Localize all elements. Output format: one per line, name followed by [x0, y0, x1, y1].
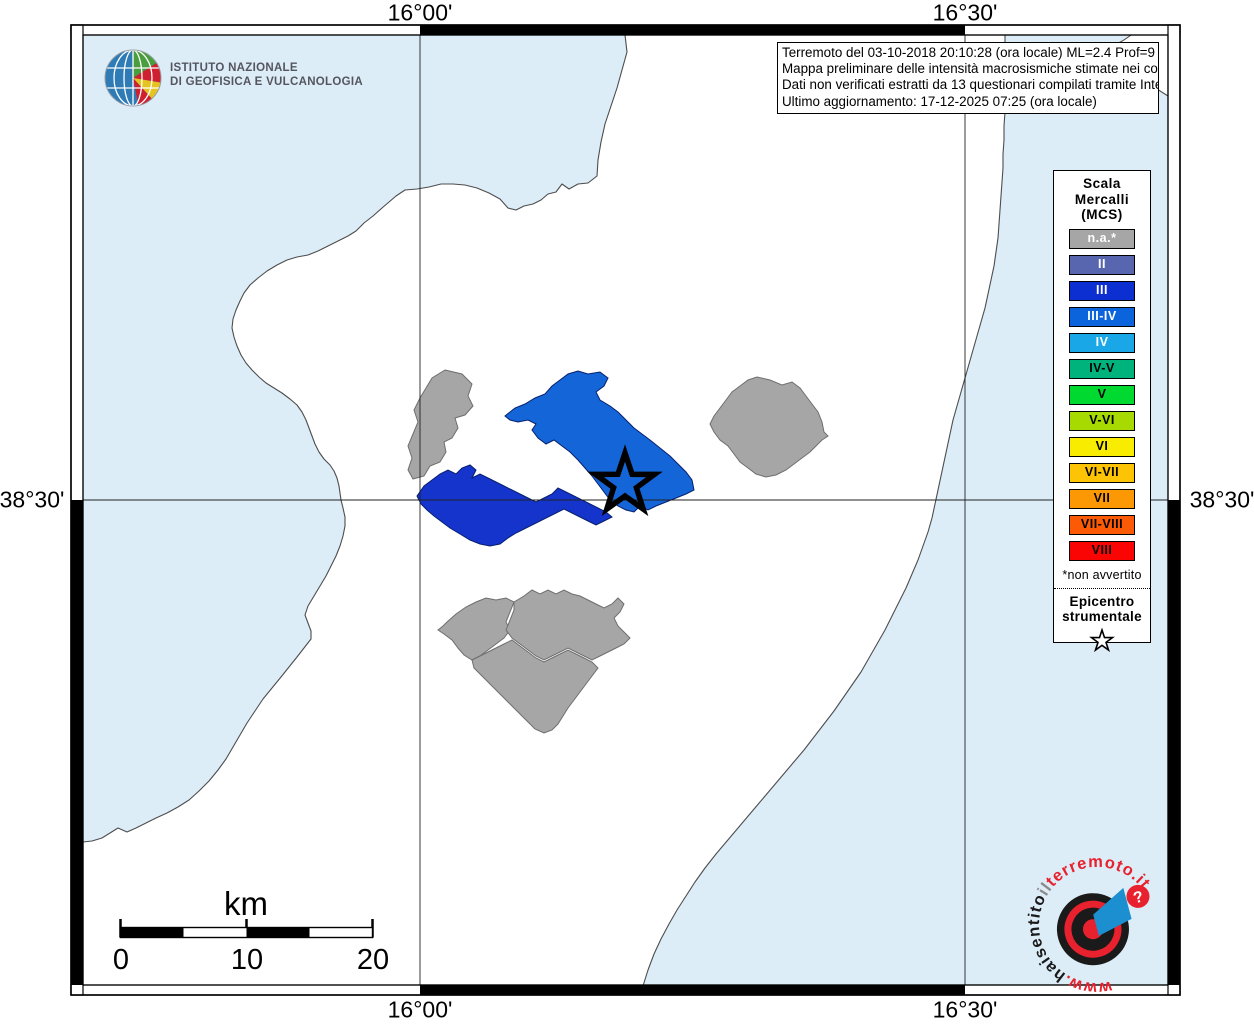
- axis-label-lon-1600-bottom: 16°00': [387, 996, 453, 1023]
- scalebar-graphic: [119, 919, 374, 939]
- legend-item-iv-v: IV-V: [1069, 359, 1135, 379]
- legend-footnote: *non avvertito: [1062, 567, 1142, 582]
- frame-black-left: [71, 500, 83, 985]
- axis-label-lon-1630-top: 16°30': [932, 0, 998, 26]
- axis-label-lon-1600-top: 16°00': [387, 0, 453, 26]
- info-line-updated: Ultimo aggiornamento: 17-12-2025 07:25 (…: [782, 93, 1097, 109]
- legend-item-na: n.a.*: [1069, 229, 1135, 249]
- municipality-na-south-c: [471, 639, 599, 734]
- scalebar-label-20: 20: [356, 944, 390, 976]
- municipality-intensity-iii: [416, 464, 613, 547]
- scalebar-label-0: 0: [112, 944, 130, 976]
- legend-item-v: V: [1069, 385, 1135, 405]
- mercalli-legend: Scala Mercalli (MCS) n.a.* II III III-IV…: [1053, 170, 1151, 652]
- legend-divider: [1054, 587, 1150, 589]
- logo-question-mark: ?: [1131, 888, 1145, 907]
- municipality-na-south-b: [505, 589, 631, 661]
- legend-epicenter-star-icon: [1089, 626, 1115, 652]
- logo-question-badge: [1126, 884, 1150, 908]
- scalebar-label-10: 10: [230, 944, 264, 976]
- ingv-name-line1: ISTITUTO NAZIONALE: [170, 62, 298, 74]
- logo-megaphone: [1093, 887, 1132, 936]
- axis-label-lat-3830-right: 38°30': [1189, 486, 1254, 513]
- legend-item-v-vi: V-VI: [1069, 411, 1135, 431]
- legend-item-vii: VII: [1069, 489, 1135, 509]
- frame-black-bottom: [420, 985, 965, 995]
- legend-epicenter-label: Epicentro strumentale: [1062, 593, 1142, 625]
- axis-label-lat-3830-left: 38°30': [0, 486, 65, 513]
- info-line-questionnaires: Dati non verificati estratti da 13 quest…: [782, 77, 1159, 93]
- legend-item-ii: II: [1069, 255, 1135, 275]
- ingv-logo-globe: [104, 49, 162, 107]
- frame-black-top: [420, 25, 965, 35]
- epicenter-star: [587, 444, 663, 517]
- legend-item-vi-vii: VI-VII: [1069, 463, 1135, 483]
- info-line-map-type: Mappa preliminare delle intensità macros…: [782, 61, 1159, 77]
- municipality-na-west: [407, 369, 474, 480]
- legend-item-iii-iv: III-IV: [1069, 307, 1135, 327]
- axis-label-lon-1630-bottom: 16°30': [932, 996, 998, 1023]
- legend-item-iii: III: [1069, 281, 1135, 301]
- scalebar-title: km: [224, 885, 268, 922]
- legend-item-viii: VIII: [1069, 541, 1135, 561]
- ingv-logo-text: ISTITUTO NAZIONALE DI GEOFISICA E VULCAN…: [170, 62, 363, 89]
- frame-black-right: [1168, 500, 1180, 985]
- haisentito-logo: www.haisentitoilterremoto.it ?: [1022, 850, 1156, 1000]
- earthquake-info-box: Terremoto del 03-10-2018 20:10:28 (ora l…: [777, 42, 1159, 114]
- info-line-event: Terremoto del 03-10-2018 20:10:28 (ora l…: [782, 45, 1159, 60]
- legend-title: Scala Mercalli (MCS): [1074, 176, 1130, 222]
- ingv-name-line2: DI GEOFISICA E VULCANOLOGIA: [170, 75, 363, 88]
- legend-item-iv: IV: [1069, 333, 1135, 353]
- legend-item-vii-viii: VII-VIII: [1069, 515, 1135, 535]
- municipality-na-east: [709, 376, 829, 478]
- map-frame: [70, 24, 1181, 996]
- legend-item-vi: VI: [1069, 437, 1135, 457]
- municipality-na-south-a: [437, 597, 515, 661]
